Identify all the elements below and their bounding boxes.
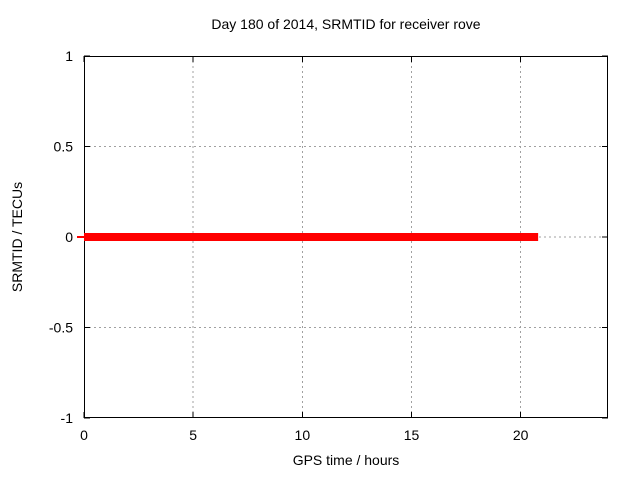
y-tick-label: -0.5 <box>49 320 73 336</box>
x-axis-label: GPS time / hours <box>292 452 400 468</box>
y-tick-label: 0.5 <box>54 139 74 155</box>
x-tick-label: 15 <box>404 427 420 443</box>
y-tick-label: 1 <box>65 48 73 64</box>
y-tick-label: 0 <box>65 229 73 245</box>
chart-title: Day 180 of 2014, SRMTID for receiver rov… <box>211 16 481 32</box>
x-tick-label: 10 <box>295 427 311 443</box>
x-tick-label: 20 <box>513 427 529 443</box>
x-tick-label: 5 <box>189 427 197 443</box>
x-tick-label: 0 <box>80 427 88 443</box>
y-tick-label: -1 <box>61 410 74 426</box>
